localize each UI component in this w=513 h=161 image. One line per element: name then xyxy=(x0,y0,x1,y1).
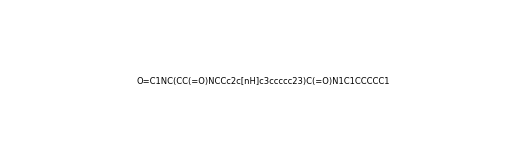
Text: O=C1NC(CC(=O)NCCc2c[nH]c3ccccc23)C(=O)N1C1CCCCC1: O=C1NC(CC(=O)NCCc2c[nH]c3ccccc23)C(=O)N1… xyxy=(136,77,390,86)
